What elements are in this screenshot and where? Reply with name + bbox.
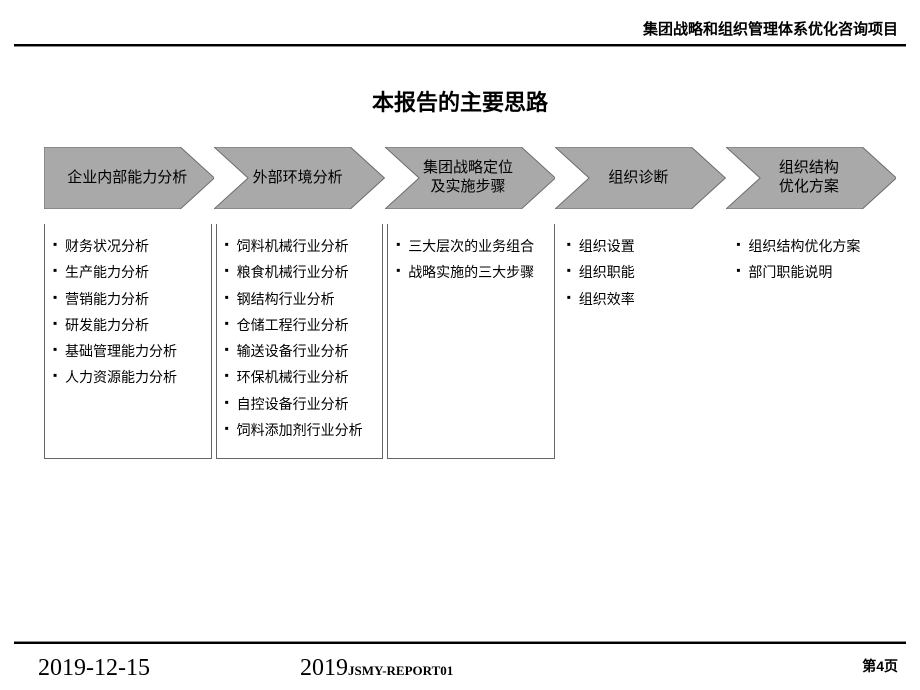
process-step-label: 组织诊断 [598, 169, 682, 188]
detail-column-3: 三大层次的业务组合战略实施的三大步骤 [387, 224, 555, 459]
process-step-label: 外部环境分析 [243, 169, 357, 188]
list-item: 财务状况分析 [53, 236, 203, 256]
process-step-5: 组织结构优化方案 [726, 147, 896, 209]
process-step-label: 集团战略定位及实施步骤 [413, 159, 527, 197]
list-item: 生产能力分析 [53, 262, 203, 282]
list-item: 仓储工程行业分析 [225, 315, 375, 335]
list-item: 基础管理能力分析 [53, 341, 203, 361]
list-item: 组织结构优化方案 [736, 236, 886, 256]
detail-column-2: 饲料机械行业分析粮食机械行业分析钢结构行业分析仓储工程行业分析输送设备行业分析环… [216, 224, 384, 459]
detail-list: 三大层次的业务组合战略实施的三大步骤 [396, 236, 546, 283]
process-step-4: 组织诊断 [555, 147, 725, 209]
process-step-label: 组织结构优化方案 [769, 159, 853, 197]
list-item: 组织效率 [567, 289, 717, 309]
detail-column-5: 组织结构优化方案部门职能说明 [728, 224, 894, 459]
process-arrow-row: 企业内部能力分析 外部环境分析 集团战略定位及实施步骤 组织诊断 组织结构优化方案 [44, 147, 896, 209]
list-item: 钢结构行业分析 [225, 289, 375, 309]
footer-page-number: 第4页 [862, 656, 898, 676]
bottom-divider [14, 641, 906, 644]
list-item: 组织设置 [567, 236, 717, 256]
list-item: 人力资源能力分析 [53, 367, 203, 387]
list-item: 营销能力分析 [53, 289, 203, 309]
detail-list: 组织设置组织职能组织效率 [567, 236, 717, 309]
process-step-1: 企业内部能力分析 [44, 147, 214, 209]
page-title: 本报告的主要思路 [0, 85, 920, 117]
top-divider [14, 44, 906, 47]
detail-columns: 财务状况分析生产能力分析营销能力分析研发能力分析基础管理能力分析人力资源能力分析… [42, 224, 896, 459]
list-item: 组织职能 [567, 262, 717, 282]
list-item: 三大层次的业务组合 [396, 236, 546, 256]
process-step-3: 集团战略定位及实施步骤 [385, 147, 555, 209]
list-item: 环保机械行业分析 [225, 367, 375, 387]
list-item: 饲料添加剂行业分析 [225, 420, 375, 440]
footer-year: 2019 [300, 655, 348, 681]
list-item: 部门职能说明 [736, 262, 886, 282]
header-project-title: 集团战略和组织管理体系优化咨询项目 [643, 18, 898, 39]
list-item: 粮食机械行业分析 [225, 262, 375, 282]
process-step-label: 企业内部能力分析 [57, 169, 201, 188]
detail-column-4: 组织设置组织职能组织效率 [559, 224, 725, 459]
detail-list: 财务状况分析生产能力分析营销能力分析研发能力分析基础管理能力分析人力资源能力分析 [53, 236, 203, 388]
footer-report-code: JSMY-REPORT01 [348, 663, 453, 678]
list-item: 研发能力分析 [53, 315, 203, 335]
footer-date: 2019-12-15 [38, 655, 150, 682]
detail-column-1: 财务状况分析生产能力分析营销能力分析研发能力分析基础管理能力分析人力资源能力分析 [44, 224, 212, 459]
list-item: 战略实施的三大步骤 [396, 262, 546, 282]
footer-center: 2019JSMY-REPORT01 [300, 655, 453, 682]
detail-list: 组织结构优化方案部门职能说明 [736, 236, 886, 283]
footer: 2019-12-15 2019JSMY-REPORT01 第4页 [0, 650, 920, 682]
list-item: 输送设备行业分析 [225, 341, 375, 361]
process-step-2: 外部环境分析 [214, 147, 384, 209]
list-item: 自控设备行业分析 [225, 394, 375, 414]
detail-list: 饲料机械行业分析粮食机械行业分析钢结构行业分析仓储工程行业分析输送设备行业分析环… [225, 236, 375, 440]
list-item: 饲料机械行业分析 [225, 236, 375, 256]
